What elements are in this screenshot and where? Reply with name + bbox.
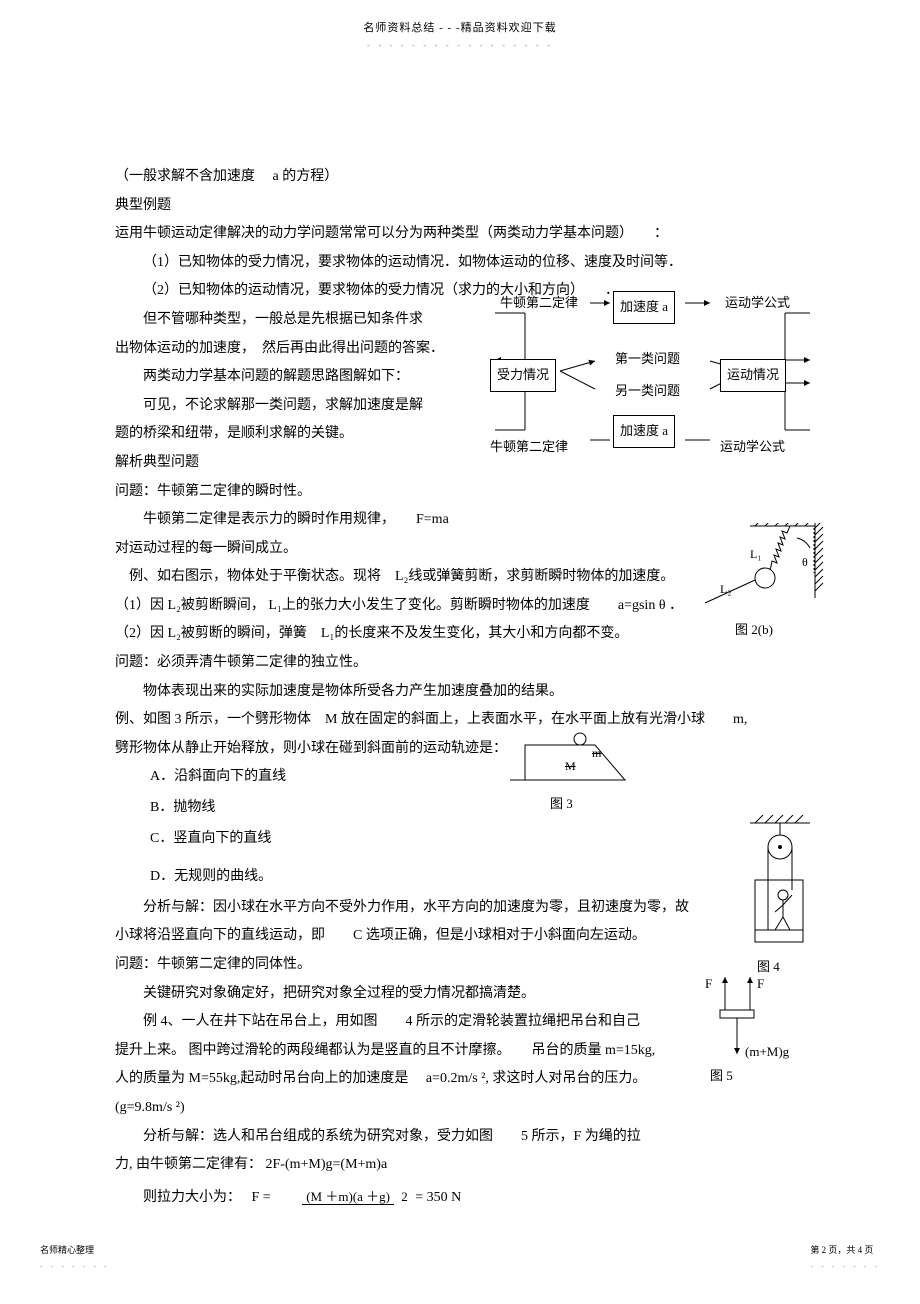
text-line: （1）已知物体的受力情况，要求物体的运动情况．如物体运动的位移、速度及时间等． bbox=[115, 250, 805, 277]
text-line: 物体表现出来的实际加速度是物体所受各力产生加速度叠加的结果。 bbox=[115, 679, 805, 706]
text-line: 例、如图 3 所示，一个劈形物体 M 放在固定的斜面上，上表面水平，在水平面上放… bbox=[115, 707, 805, 734]
text-line: 问题：牛顿第二定律的同体性。 bbox=[115, 952, 805, 979]
header-dots: - - - - - - - - - - - - - - - - - bbox=[0, 37, 920, 54]
text-line: 典型例题 bbox=[115, 193, 805, 220]
text-line: 分析与解：因小球在水平方向不受外力作用，水平方向的加速度为零，且初速度为零，故 bbox=[115, 895, 805, 922]
flow-label: 运动学公式 bbox=[725, 291, 790, 316]
text-line: (g=9.8m/s ²) bbox=[115, 1095, 805, 1122]
flow-box: 加速度 a bbox=[613, 291, 675, 324]
text-line: 问题：必须弄清牛顿第二定律的独立性。 bbox=[115, 650, 805, 677]
flow-box: 加速度 a bbox=[613, 415, 675, 448]
flow-diagram: 加速度 a 受力情况 运动情况 加速度 a 牛顿第二定律 运动学公式 第一类问题… bbox=[485, 285, 815, 450]
wedge-diagram: m M 图 3 bbox=[510, 730, 630, 810]
option-c: C．竖直向下的直线 bbox=[150, 826, 805, 853]
text-line: 例 4、一人在井下站在吊台上，用如图 4 所示的定滑轮装置拉绳把吊台和自己 bbox=[115, 1009, 805, 1036]
flow-label: 运动学公式 bbox=[720, 435, 785, 460]
flow-label: 牛顿第二定律 bbox=[490, 435, 568, 460]
text-line: 问题：牛顿第二定律的瞬时性。 bbox=[115, 479, 805, 506]
label-M: M bbox=[565, 755, 576, 778]
option-b: B．抛物线 bbox=[150, 795, 805, 822]
text-line: 劈形物体从静止开始释放，则小球在碰到斜面前的运动轨迹是： bbox=[115, 736, 805, 763]
text-line: 运用牛顿运动定律解决的动力学问题常常可以分为两种类型（两类动力学基本问题） ： bbox=[115, 221, 805, 248]
flow-label: 牛顿第二定律 bbox=[500, 291, 578, 316]
text-line: （一般求解不含加速度 a 的方程） bbox=[115, 164, 805, 191]
fig5-caption: 图 5 bbox=[710, 1064, 733, 1089]
text-line: 分析与解：选人和吊台组成的系统为研究对象，受力如图 5 所示，F 为绳的拉 bbox=[115, 1124, 805, 1151]
text-line: 解析典型问题 bbox=[115, 450, 805, 477]
footer-left: 名师精心整理 - - - - - - - bbox=[40, 1242, 110, 1274]
force-diagram: F F (m+M)g 图 5 bbox=[710, 972, 800, 1087]
spring-diagram: L₁ L₂ θ 图 2(b) bbox=[695, 523, 825, 638]
flow-label: 另一类问题 bbox=[615, 379, 680, 404]
equation-line: 则拉力大小为： F = (M ＋m)(a ＋g) 2 = 350 N bbox=[115, 1185, 805, 1212]
label-m: m bbox=[592, 742, 601, 765]
label-F2: F bbox=[757, 972, 764, 997]
text-line: 提升上来。 图中跨过滑轮的两段绳都认为是竖直的且不计摩擦。 吊台的质量 m=15… bbox=[115, 1038, 805, 1065]
label-L2: L₂ bbox=[720, 578, 732, 601]
text-line: 关键研究对象确定好，把研究对象全过程的受力情况都搞清楚。 bbox=[115, 981, 805, 1008]
fig3-caption: 图 3 bbox=[550, 792, 573, 817]
option-d: D．无规则的曲线。 bbox=[150, 864, 805, 891]
pulley-diagram: 图 4 bbox=[745, 815, 815, 965]
label-L1: L₁ bbox=[750, 543, 762, 566]
text-line: 小球将沿竖直向下的直线运动，即 C 选项正确，但是小球相对于小斜面向左运动。 bbox=[115, 923, 805, 950]
option-a: A．沿斜面向下的直线 bbox=[150, 764, 805, 791]
text-line: 力, 由牛顿第二定律有： 2F-(m+M)g=(M+m)a bbox=[115, 1152, 805, 1179]
label-weight: (m+M)g bbox=[745, 1040, 789, 1065]
flow-box: 运动情况 bbox=[720, 359, 786, 392]
footer-right: 第 2 页，共 4 页 - - - - - - - bbox=[810, 1242, 880, 1274]
label-theta: θ bbox=[802, 551, 808, 574]
flow-label: 第一类问题 bbox=[615, 347, 680, 372]
fig2-caption: 图 2(b) bbox=[735, 618, 773, 643]
text-line: 人的质量为 M=55kg,起动时吊台向上的加速度是 a=0.2m/s ², 求这… bbox=[115, 1066, 805, 1093]
flow-box: 受力情况 bbox=[490, 359, 556, 392]
header-title: 名师资料总结 - - -精品资料欢迎下载 bbox=[0, 0, 920, 39]
label-F1: F bbox=[705, 972, 712, 997]
